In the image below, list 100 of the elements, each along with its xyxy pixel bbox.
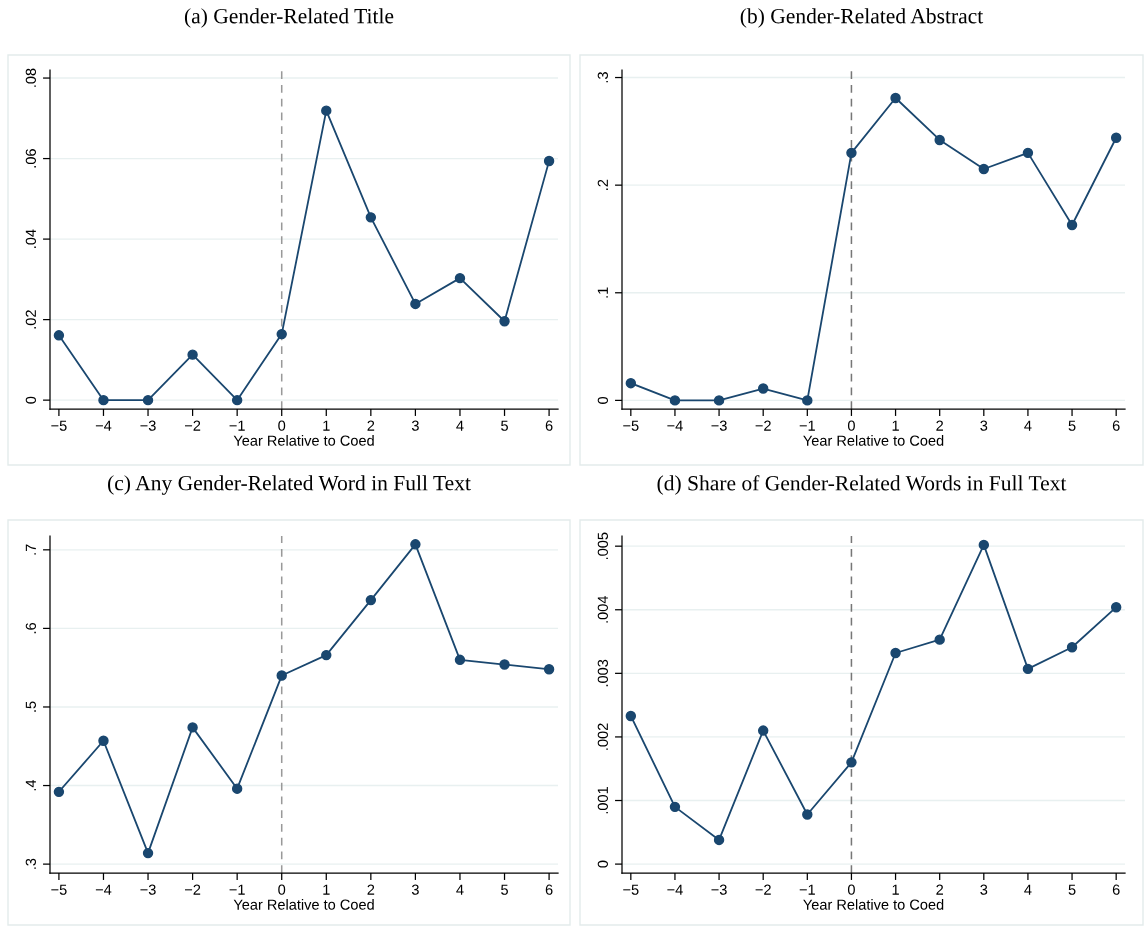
x-tick-label: 3 — [411, 420, 419, 431]
point — [625, 710, 637, 722]
y-tick-label: .3 — [25, 858, 37, 869]
point — [454, 654, 466, 666]
x-tick-label: −4 — [95, 420, 112, 431]
x-tick-label: −5 — [51, 884, 67, 895]
x-tick-label: −1 — [229, 884, 245, 895]
point — [276, 670, 287, 681]
x-tick-label: −4 — [667, 420, 683, 431]
y-tick-label: .001 — [597, 787, 609, 814]
point — [890, 647, 901, 659]
point — [846, 147, 857, 159]
chart-title: (c) Any Gender-Related Word in Full Text — [108, 475, 471, 495]
point — [669, 801, 681, 813]
x-axis-title: Year Relative to Coed — [233, 435, 374, 446]
point — [625, 377, 637, 389]
x-tick-label: −4 — [667, 884, 683, 895]
x-tick-label: 1 — [892, 420, 899, 431]
point — [231, 394, 243, 406]
x-tick-label: −2 — [755, 884, 771, 895]
x-tick-label: −3 — [140, 884, 156, 895]
point — [53, 786, 65, 798]
x-tick-label: 6 — [545, 420, 553, 431]
point — [321, 649, 332, 661]
point — [53, 330, 65, 341]
y-tick-label: .4 — [25, 779, 36, 791]
y-tick-label: .3 — [597, 72, 609, 83]
x-tick-label: −4 — [95, 884, 112, 895]
x-tick-label: −2 — [185, 420, 201, 431]
x-tick-label: 0 — [847, 884, 855, 895]
x-axis-title: Year Relative to Coed — [803, 435, 944, 446]
x-tick-label: 6 — [1112, 420, 1120, 431]
point — [98, 394, 109, 406]
y-tick-label: .5 — [25, 701, 37, 712]
y-tick-label: .1 — [597, 287, 608, 298]
x-tick-label: −5 — [51, 420, 67, 431]
x-tick-label: 3 — [411, 884, 419, 895]
y-tick-label: .04 — [25, 229, 37, 248]
point — [187, 722, 198, 733]
point — [231, 783, 243, 794]
x-tick-label: 3 — [980, 420, 988, 431]
point — [142, 847, 154, 859]
point — [669, 395, 681, 406]
point — [934, 134, 945, 146]
point — [757, 725, 769, 736]
point — [757, 383, 769, 394]
x-tick-label: −2 — [755, 420, 771, 431]
chart-title: (b) Gender-Related Abstract — [740, 8, 984, 28]
x-tick-label: 6 — [1112, 884, 1120, 895]
point — [543, 664, 555, 675]
point — [276, 328, 287, 340]
x-tick-label: 0 — [278, 420, 286, 431]
x-axis-title: Year Relative to Coed — [803, 899, 944, 910]
point — [802, 809, 813, 820]
x-tick-label: 3 — [980, 884, 988, 895]
point — [98, 735, 109, 746]
x-axis-title: Year Relative to Coed — [233, 899, 374, 910]
x-tick-label: −1 — [229, 420, 245, 431]
point — [802, 395, 813, 406]
point — [978, 539, 990, 551]
x-tick-label: 2 — [367, 420, 375, 431]
x-tick-label: −3 — [711, 420, 727, 431]
point — [1066, 642, 1078, 653]
point — [934, 634, 945, 645]
x-tick-label: 1 — [323, 420, 330, 431]
point — [365, 594, 377, 606]
y-tick-label: 0 — [25, 396, 37, 404]
point — [543, 155, 555, 167]
x-tick-label: −3 — [140, 420, 156, 431]
point — [365, 212, 377, 223]
x-tick-label: −1 — [799, 884, 815, 895]
x-tick-label: 5 — [501, 420, 508, 431]
point — [1066, 219, 1078, 231]
x-tick-label: 6 — [545, 884, 553, 895]
y-tick-label: .02 — [25, 310, 37, 329]
x-tick-label: −3 — [711, 884, 727, 895]
y-tick-label: .6 — [25, 622, 37, 634]
x-tick-label: 5 — [1068, 420, 1076, 431]
y-tick-label: .004 — [597, 595, 609, 623]
x-tick-label: 4 — [456, 420, 464, 431]
y-tick-label: .2 — [597, 179, 608, 190]
x-tick-label: −5 — [623, 420, 639, 431]
point — [713, 834, 725, 846]
point — [846, 757, 857, 768]
point — [713, 395, 725, 406]
point — [410, 539, 421, 550]
point — [890, 92, 901, 104]
chart-title: (a) Gender-Related Title — [184, 8, 394, 28]
point — [410, 298, 421, 310]
point — [187, 349, 198, 360]
x-tick-label: 0 — [278, 884, 286, 895]
y-tick-label: 0 — [597, 860, 609, 868]
point — [454, 272, 466, 284]
point — [1110, 602, 1122, 613]
point — [978, 163, 990, 175]
x-tick-label: −1 — [799, 420, 815, 431]
y-tick-label: .7 — [25, 544, 36, 555]
point — [1022, 147, 1034, 159]
y-tick-label: .06 — [25, 149, 37, 168]
x-tick-label: −5 — [623, 884, 639, 895]
